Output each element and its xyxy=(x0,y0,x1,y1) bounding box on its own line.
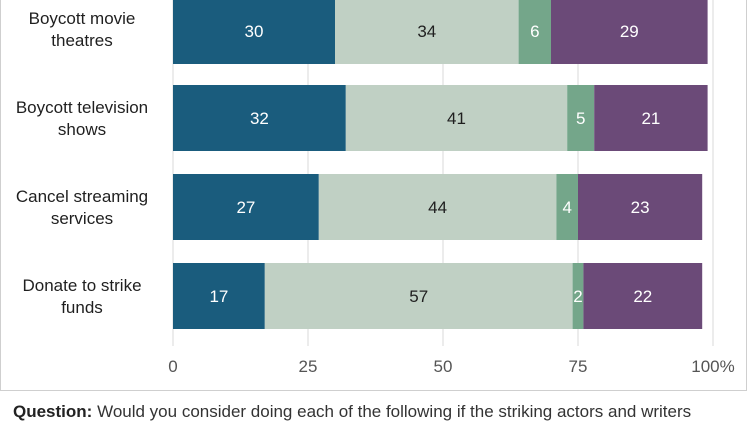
data-label-2-0: 27 xyxy=(236,198,255,217)
data-label-0-0: 30 xyxy=(245,22,264,41)
category-label-line: Boycott television xyxy=(15,98,149,117)
bar-3-0 xyxy=(173,263,265,329)
category-label-line: Boycott movie xyxy=(28,9,136,28)
category-label-line: services xyxy=(50,209,114,228)
data-label-2-2: 4 xyxy=(562,198,571,217)
bar-2-3 xyxy=(578,174,703,240)
bar-1-0 xyxy=(173,85,346,151)
category-label-line: theatres xyxy=(51,31,113,50)
x-tick-label-2: 50 xyxy=(434,357,453,376)
category-label-line: Cancel streaming xyxy=(15,187,149,206)
bar-2-1 xyxy=(318,174,557,240)
data-label-0-3: 29 xyxy=(620,22,639,41)
data-label-3-2: 2 xyxy=(573,287,582,306)
data-label-0-1: 34 xyxy=(417,22,436,41)
bar-1-2 xyxy=(567,85,595,151)
bar-0-1 xyxy=(335,0,519,64)
x-tick-label-0: 0 xyxy=(168,357,177,376)
bar-0-2 xyxy=(518,0,551,64)
bar-3-3 xyxy=(583,263,703,329)
bar-0-3 xyxy=(551,0,708,64)
bar-0-0 xyxy=(173,0,335,64)
x-tick-label-4: 100% xyxy=(691,357,734,376)
data-label-1-1: 41 xyxy=(447,109,466,128)
category-label-line: shows xyxy=(57,120,107,139)
x-tick-label-3: 75 xyxy=(569,357,588,376)
x-tick-label-1: 25 xyxy=(299,357,318,376)
question-label: Question: xyxy=(13,402,93,421)
category-label-1: Boycott television shows xyxy=(7,97,157,141)
bar-1-1 xyxy=(345,85,568,151)
bar-1-3 xyxy=(594,85,708,151)
data-label-1-3: 21 xyxy=(641,109,660,128)
category-label-3: Donate to strike funds xyxy=(7,275,157,319)
bar-3-1 xyxy=(264,263,573,329)
data-label-3-1: 57 xyxy=(409,287,428,306)
category-label-line: funds xyxy=(61,298,103,317)
question-text: Question: Would you consider doing each … xyxy=(13,402,747,422)
data-label-0-2: 6 xyxy=(530,22,539,41)
data-label-2-1: 44 xyxy=(428,198,447,217)
bar-2-2 xyxy=(556,174,578,240)
category-label-line: Donate to strike xyxy=(22,276,142,295)
data-label-2-3: 23 xyxy=(631,198,650,217)
data-label-3-0: 17 xyxy=(209,287,228,306)
data-label-3-3: 22 xyxy=(633,287,652,306)
category-label-0: Boycott movie theatres xyxy=(7,8,157,52)
data-label-1-0: 32 xyxy=(250,109,269,128)
category-label-2: Cancel streaming services xyxy=(7,186,157,230)
data-label-1-2: 5 xyxy=(576,109,585,128)
question-body: Would you consider doing each of the fol… xyxy=(97,402,692,421)
bar-3-2 xyxy=(572,263,584,329)
bar-2-0 xyxy=(173,174,319,240)
